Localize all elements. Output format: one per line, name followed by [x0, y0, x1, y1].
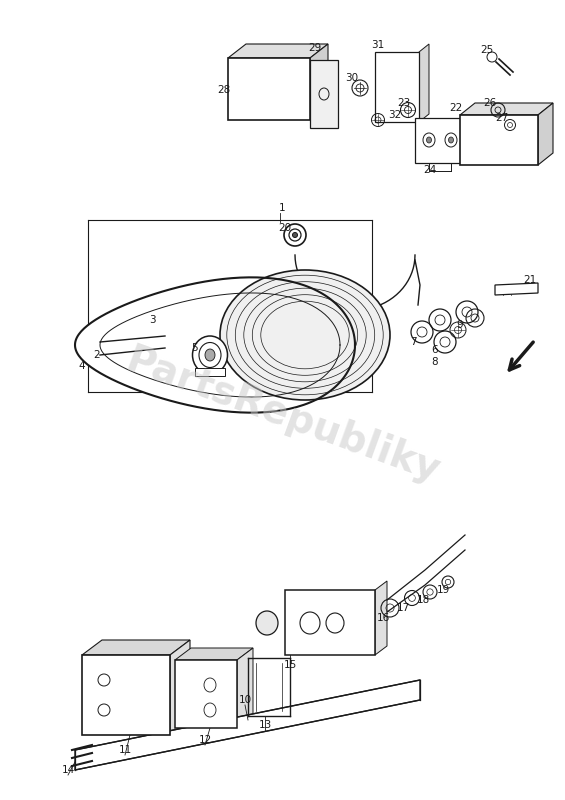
Text: 32: 32 — [388, 110, 402, 120]
Polygon shape — [82, 640, 190, 655]
Bar — [415, 118, 465, 163]
Polygon shape — [228, 44, 328, 58]
Polygon shape — [375, 581, 387, 655]
Polygon shape — [75, 278, 355, 413]
Text: 10: 10 — [238, 695, 251, 705]
Text: 22: 22 — [449, 103, 463, 113]
Bar — [82, 655, 170, 735]
Text: 13: 13 — [258, 720, 272, 730]
Polygon shape — [170, 640, 190, 735]
Text: 29: 29 — [308, 43, 321, 53]
Text: 18: 18 — [416, 595, 429, 605]
Text: 20: 20 — [279, 223, 292, 233]
Polygon shape — [75, 680, 420, 770]
Polygon shape — [175, 648, 253, 660]
Text: 30: 30 — [345, 73, 359, 83]
Polygon shape — [310, 44, 328, 120]
Ellipse shape — [293, 233, 298, 238]
Text: 21: 21 — [523, 275, 537, 285]
Text: 14: 14 — [62, 765, 75, 775]
Bar — [285, 590, 375, 655]
Text: 17: 17 — [397, 603, 410, 613]
Text: 16: 16 — [376, 613, 390, 623]
Text: 2: 2 — [94, 350, 101, 360]
Text: 7: 7 — [410, 337, 416, 347]
Bar — [460, 115, 538, 165]
Ellipse shape — [256, 611, 278, 635]
Bar — [228, 58, 310, 120]
Ellipse shape — [427, 137, 432, 143]
Text: 3: 3 — [149, 315, 155, 325]
Ellipse shape — [193, 336, 228, 374]
Ellipse shape — [205, 349, 215, 361]
Bar — [375, 52, 419, 122]
Polygon shape — [538, 103, 553, 165]
Text: 28: 28 — [218, 85, 231, 95]
Text: 5: 5 — [192, 343, 198, 353]
Text: 23: 23 — [397, 98, 411, 108]
Text: 15: 15 — [284, 660, 297, 670]
Text: 26: 26 — [484, 98, 497, 108]
Text: PartsRepubliky: PartsRepubliky — [120, 342, 445, 490]
Text: 4: 4 — [79, 361, 85, 371]
Polygon shape — [495, 283, 538, 295]
Text: 24: 24 — [423, 165, 437, 175]
Polygon shape — [460, 103, 553, 115]
Text: 11: 11 — [119, 745, 132, 755]
Text: 8: 8 — [432, 357, 438, 367]
Text: 6: 6 — [432, 345, 438, 355]
Text: 25: 25 — [480, 45, 494, 55]
Polygon shape — [237, 648, 253, 728]
Polygon shape — [419, 44, 429, 122]
Text: 1: 1 — [279, 203, 285, 213]
Bar — [195, 368, 225, 376]
Ellipse shape — [220, 270, 390, 400]
Bar — [310, 60, 338, 128]
Text: 19: 19 — [436, 585, 450, 595]
Text: 27: 27 — [496, 113, 508, 123]
Text: 12: 12 — [198, 735, 212, 745]
Ellipse shape — [284, 224, 306, 246]
Ellipse shape — [449, 137, 454, 143]
Text: 31: 31 — [371, 40, 385, 50]
Bar — [175, 660, 237, 728]
Text: 9: 9 — [457, 320, 463, 330]
